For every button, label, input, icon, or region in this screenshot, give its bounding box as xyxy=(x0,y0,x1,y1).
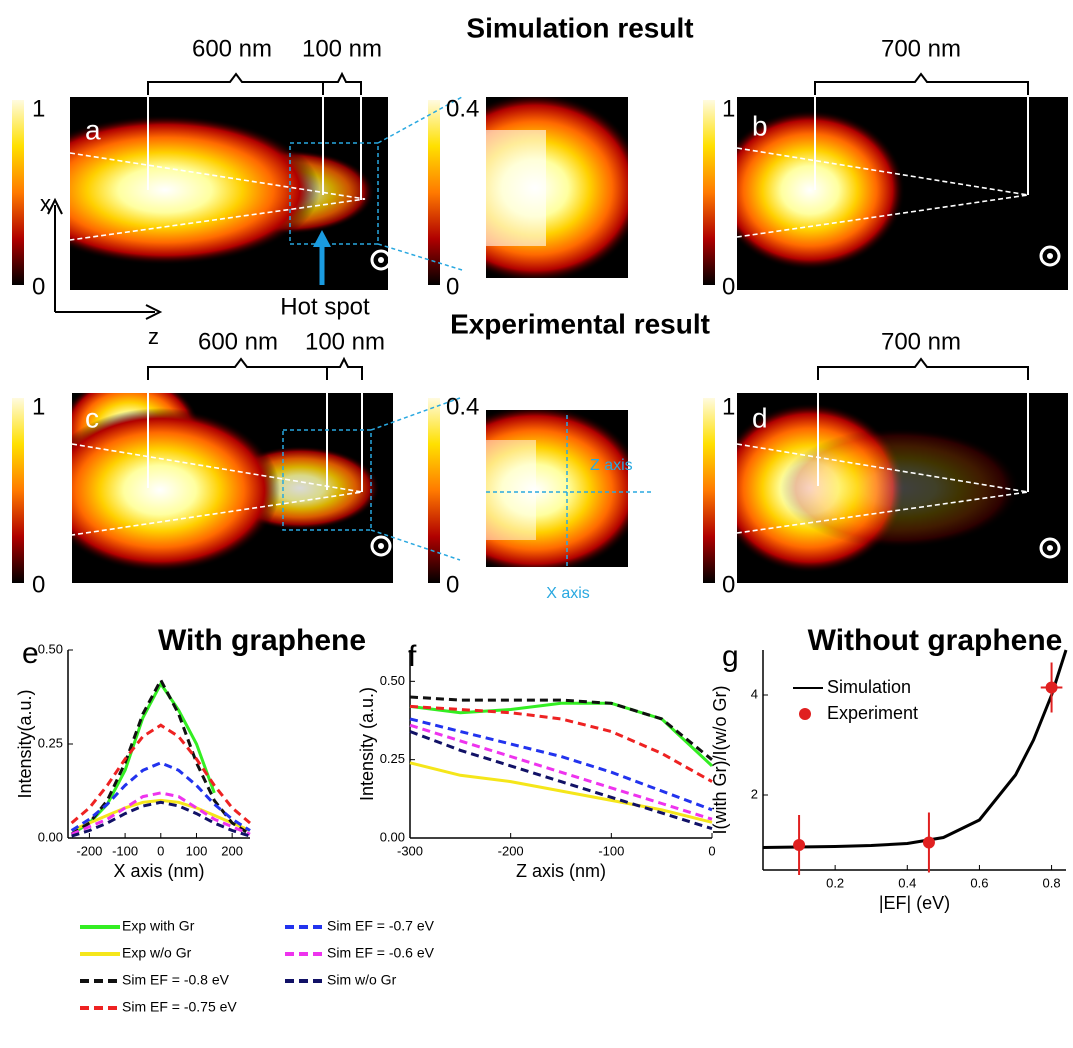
dimension: 700 nm xyxy=(881,35,961,62)
y-tick-label: 0.25 xyxy=(380,751,405,766)
panel-label: b xyxy=(752,110,768,141)
colorbar-label: 0 xyxy=(722,273,735,300)
y-axis-label: I(with Gr)/I(w/o Gr) xyxy=(710,686,730,835)
dimension: 100 nm xyxy=(305,328,385,355)
panel-label: g xyxy=(722,640,739,673)
zoom-map xyxy=(425,405,645,575)
x-tick-label: 0.8 xyxy=(1043,875,1061,890)
line xyxy=(410,719,712,810)
line xyxy=(72,725,250,823)
colorbar-label: 1 xyxy=(32,393,45,420)
dimension: 600 nm xyxy=(192,35,272,62)
legend-label: Sim EF = -0.75 eV xyxy=(122,999,237,1015)
colorbar-label: 0 xyxy=(446,571,459,598)
x-axis-label: Z axis (nm) xyxy=(516,861,606,881)
legend-label: Sim EF = -0.8 eV xyxy=(122,972,230,988)
colorbar-label: 1 xyxy=(722,393,735,420)
x-axis-label: X axis (nm) xyxy=(113,861,204,881)
y-tick-label: 0.50 xyxy=(38,641,63,656)
panel-label: e xyxy=(22,637,39,670)
x-tick-label: 200 xyxy=(221,843,243,858)
title: Simulation result xyxy=(466,12,693,43)
x-tick-label: -200 xyxy=(498,843,524,858)
x-tick-label: 0 xyxy=(708,843,715,858)
colorbar xyxy=(428,398,440,583)
dimension: 700 nm xyxy=(881,328,961,355)
colorbar xyxy=(703,398,715,583)
y-axis-label: Intensity(a.u.) xyxy=(15,689,35,798)
colorbar-label: 0 xyxy=(722,571,735,598)
colorbar xyxy=(703,100,715,285)
colorbar xyxy=(12,398,24,583)
line xyxy=(72,684,215,834)
colorbar-label: 0 xyxy=(32,273,45,300)
colorbar-label: 1 xyxy=(32,95,45,122)
axis-name: x xyxy=(40,191,51,216)
x-tick-label: -100 xyxy=(112,843,138,858)
y-tick-label: 4 xyxy=(751,686,758,701)
y-tick-label: 2 xyxy=(751,786,758,801)
legend-label: Exp with Gr xyxy=(122,918,195,934)
y-tick-label: 0.00 xyxy=(380,829,405,844)
point xyxy=(923,837,935,849)
line xyxy=(410,732,712,829)
dimension: 100 nm xyxy=(302,35,382,62)
panel-label: d xyxy=(752,402,768,433)
line xyxy=(410,725,712,819)
colorbar-label: 0 xyxy=(446,273,459,300)
x-tick-label: 100 xyxy=(186,843,208,858)
figure: Simulation result Experimental result Wi… xyxy=(0,0,1073,1048)
point xyxy=(793,839,805,851)
legend-label: Simulation xyxy=(827,677,911,697)
panel-label: c xyxy=(85,402,99,433)
x-tick-label: 0.4 xyxy=(898,875,916,890)
colorbar-label: 0.4 xyxy=(446,95,479,122)
x-tick-label: 0.6 xyxy=(970,875,988,890)
title: Experimental result xyxy=(450,308,710,339)
legend-swatch xyxy=(799,708,811,720)
legend-label: Experiment xyxy=(827,703,918,723)
legend-label: Sim w/o Gr xyxy=(327,972,397,988)
y-tick-label: 0.50 xyxy=(380,673,405,688)
panel-d-map xyxy=(715,393,1068,583)
axis-name: X axis xyxy=(546,585,590,602)
y-tick-label: 0.25 xyxy=(38,735,63,750)
x-tick-label: 0 xyxy=(157,843,164,858)
colorbar xyxy=(428,100,440,285)
colorbar-label: 1 xyxy=(722,95,735,122)
x-tick-label: 0.2 xyxy=(826,875,844,890)
caption: Without graphene xyxy=(808,624,1063,657)
y-axis-label: Intensity (a.u.) xyxy=(357,687,377,801)
colorbar-label: 0 xyxy=(32,571,45,598)
axis-name: z xyxy=(148,324,159,349)
y-tick-label: 0.00 xyxy=(38,829,63,844)
line xyxy=(410,706,712,781)
x-tick-label: -300 xyxy=(397,843,423,858)
axis-name: Z axis xyxy=(590,457,633,474)
caption: With graphene xyxy=(158,624,366,657)
x-axis-label: |EF| (eV) xyxy=(879,893,950,913)
legend-label: Sim EF = -0.7 eV xyxy=(327,918,435,934)
legend-label: Exp w/o Gr xyxy=(122,945,192,961)
panel-label: a xyxy=(85,114,101,145)
colorbar xyxy=(12,100,24,285)
line xyxy=(410,697,712,760)
line xyxy=(763,650,1066,848)
legend-label: Sim EF = -0.6 eV xyxy=(327,945,435,961)
x-tick-label: -200 xyxy=(76,843,102,858)
colorbar-label: 0.4 xyxy=(446,393,479,420)
dimension: 600 nm xyxy=(198,328,278,355)
x-tick-label: -100 xyxy=(598,843,624,858)
point xyxy=(1046,682,1058,694)
annotation: Hot spot xyxy=(280,293,370,320)
